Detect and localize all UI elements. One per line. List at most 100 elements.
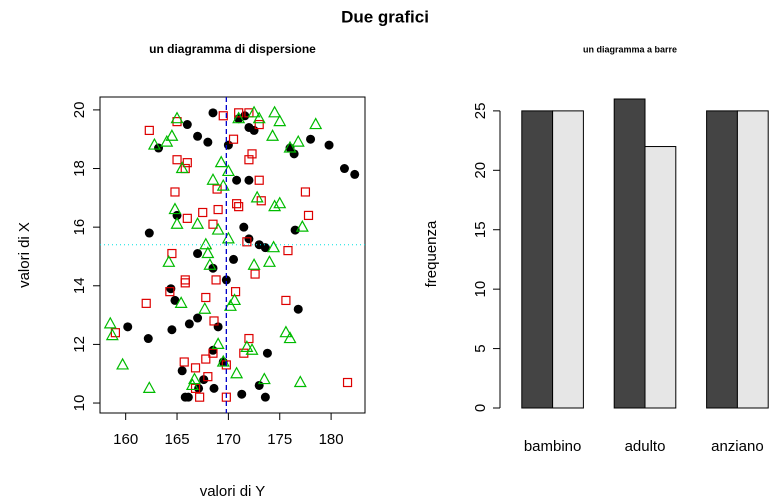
point bbox=[179, 357, 189, 367]
point bbox=[268, 105, 282, 118]
point bbox=[141, 298, 151, 308]
point bbox=[306, 134, 316, 144]
point bbox=[290, 225, 300, 235]
point bbox=[249, 125, 259, 135]
point bbox=[195, 392, 205, 402]
bar bbox=[552, 110, 584, 409]
point bbox=[203, 372, 213, 382]
point bbox=[170, 187, 180, 197]
point bbox=[214, 155, 228, 168]
point bbox=[221, 275, 231, 285]
point bbox=[162, 255, 176, 267]
point bbox=[247, 149, 257, 159]
y-tick-label: 18 bbox=[71, 160, 88, 177]
point bbox=[300, 187, 311, 197]
x-tick-label: adulto bbox=[625, 438, 666, 455]
point bbox=[168, 202, 182, 215]
point bbox=[242, 237, 252, 247]
point bbox=[244, 175, 254, 185]
point bbox=[293, 375, 307, 388]
x-tick-label: 180 bbox=[319, 431, 344, 448]
point bbox=[256, 196, 266, 206]
point bbox=[177, 366, 187, 376]
point bbox=[172, 117, 182, 127]
y-tick-label: 25 bbox=[472, 103, 489, 120]
point bbox=[244, 234, 254, 244]
point bbox=[208, 108, 218, 118]
point bbox=[232, 199, 242, 209]
point bbox=[167, 248, 177, 259]
point bbox=[190, 363, 201, 373]
point bbox=[245, 343, 259, 355]
point bbox=[295, 219, 309, 232]
point bbox=[260, 392, 270, 402]
point bbox=[279, 325, 293, 338]
point bbox=[208, 263, 218, 273]
point bbox=[266, 129, 280, 141]
point bbox=[342, 377, 353, 388]
chart-subtitle: un diagramma a barre bbox=[583, 44, 677, 54]
point bbox=[250, 269, 260, 279]
point bbox=[160, 134, 174, 147]
point bbox=[211, 222, 225, 235]
bar bbox=[644, 146, 677, 409]
point bbox=[184, 319, 194, 329]
x-axis-label: valori di Y bbox=[200, 483, 266, 500]
point bbox=[199, 237, 213, 250]
point bbox=[247, 105, 261, 118]
point bbox=[350, 169, 360, 179]
point bbox=[105, 328, 119, 341]
x-tick-label: 175 bbox=[267, 431, 292, 448]
point bbox=[166, 284, 176, 294]
point bbox=[239, 222, 249, 232]
point bbox=[244, 333, 254, 344]
point bbox=[103, 316, 117, 329]
y-tick-label: 14 bbox=[71, 277, 88, 294]
point bbox=[339, 164, 349, 174]
bar bbox=[613, 98, 646, 409]
point bbox=[230, 287, 241, 297]
point bbox=[247, 258, 261, 270]
point bbox=[281, 295, 291, 306]
point bbox=[232, 175, 242, 185]
y-tick-label: 10 bbox=[71, 395, 88, 412]
point bbox=[193, 249, 203, 259]
y-tick-label: 10 bbox=[472, 281, 489, 298]
point bbox=[182, 120, 192, 130]
point bbox=[209, 316, 219, 326]
point bbox=[212, 184, 222, 194]
point bbox=[180, 275, 190, 285]
chart-subtitle: un diagramma di dispersione bbox=[149, 42, 316, 56]
point bbox=[209, 383, 219, 393]
point bbox=[201, 246, 215, 259]
y-tick-label: 5 bbox=[472, 344, 489, 352]
bar bbox=[521, 110, 554, 409]
point bbox=[208, 348, 218, 358]
point bbox=[268, 199, 282, 212]
point bbox=[172, 155, 182, 165]
point bbox=[237, 389, 247, 399]
point bbox=[250, 190, 264, 203]
point bbox=[193, 131, 203, 141]
point bbox=[211, 337, 225, 350]
figure-title: Due grafici bbox=[341, 7, 429, 26]
point bbox=[191, 216, 205, 229]
point bbox=[193, 313, 203, 323]
y-tick-label: 20 bbox=[472, 162, 489, 179]
point bbox=[223, 140, 233, 150]
point bbox=[221, 164, 235, 177]
point bbox=[182, 158, 192, 168]
point bbox=[213, 204, 223, 215]
point bbox=[232, 111, 246, 124]
point bbox=[293, 304, 303, 314]
point bbox=[244, 155, 254, 165]
x-tick-label: 170 bbox=[216, 431, 241, 448]
point bbox=[252, 111, 266, 124]
point bbox=[142, 381, 156, 393]
point bbox=[170, 111, 184, 124]
bar bbox=[736, 110, 769, 409]
y-axis-label: valori di X bbox=[16, 222, 33, 288]
point bbox=[260, 243, 270, 253]
point bbox=[123, 322, 133, 332]
point bbox=[116, 357, 130, 370]
